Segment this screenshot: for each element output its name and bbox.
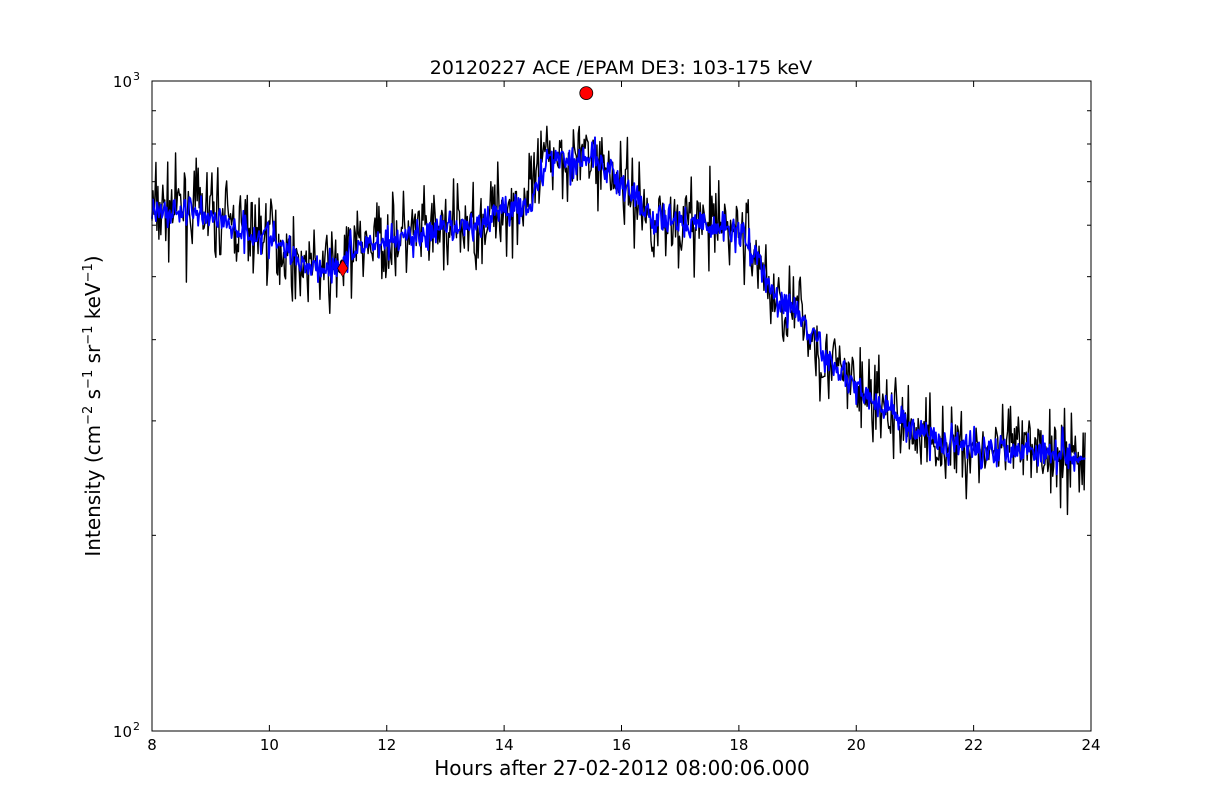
y-axis-label-mid3: keV — [81, 282, 105, 326]
x-tick-label: 8 — [147, 736, 157, 754]
y-axis-label-mid1: s — [81, 389, 105, 406]
y-axis-label-exp4: −1 — [81, 263, 96, 282]
y-tick-label: 10 — [113, 73, 132, 91]
y-axis-label-prefix: Intensity (cm — [81, 425, 105, 557]
marker-layer — [337, 86, 594, 278]
x-tick-label: 12 — [377, 736, 396, 754]
y-axis-label-suffix: ) — [81, 255, 105, 263]
y-axis-label-exp1: −2 — [81, 406, 96, 425]
x-tick-label: 18 — [729, 736, 748, 754]
x-tick-label: 16 — [612, 736, 631, 754]
y-axis-label: Intensity (cm−2 s−1 sr−1 keV−1) — [81, 255, 105, 556]
y-tick-label-base: 10 — [113, 73, 132, 91]
y-tick-label-exp: 3 — [133, 70, 140, 83]
chart-title: 20120227 ACE /EPAM DE3: 103-175 keV — [430, 57, 812, 79]
peak-marker-circle — [579, 86, 594, 101]
y-tick-label-exp: 2 — [133, 720, 140, 733]
x-tick-label: 10 — [260, 736, 279, 754]
onset-marker-diamond — [337, 259, 349, 278]
x-tick-label: 20 — [847, 736, 866, 754]
y-tick-label-base: 10 — [113, 723, 132, 741]
y-tick-label: 10 — [113, 723, 132, 741]
x-tick-label: 24 — [1081, 736, 1100, 754]
y-axis-label-mid2: sr — [81, 344, 105, 370]
x-tick-label: 22 — [964, 736, 983, 754]
x-axis-label: Hours after 27-02-2012 08:00:06.000 — [434, 756, 810, 780]
series-line-smoothed — [151, 136, 1086, 476]
series-layer — [151, 125, 1086, 516]
x-tick-label: 14 — [495, 736, 514, 754]
y-axis-label-exp3: −1 — [81, 326, 96, 345]
y-axis-label-exp2: −1 — [81, 370, 96, 389]
